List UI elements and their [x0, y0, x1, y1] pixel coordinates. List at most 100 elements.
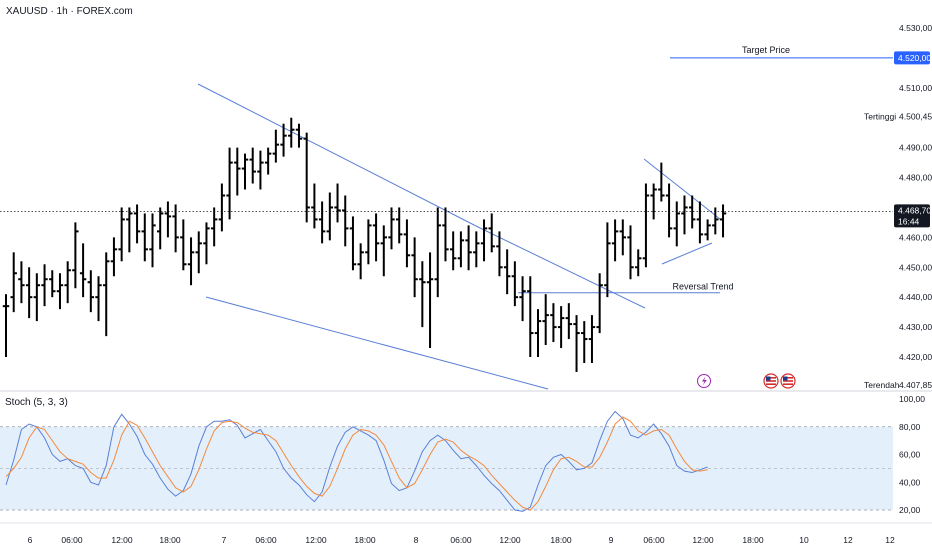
- ohlc-bar: [180, 219, 187, 271]
- ohlc-bar: [311, 183, 318, 229]
- stoch-d-line: [5, 416, 708, 511]
- ohlc-bar: [234, 147, 241, 196]
- stoch-tick-label: 60,00: [899, 450, 921, 460]
- ohlc-bar: [496, 231, 503, 277]
- ohlc-bar: [357, 243, 364, 280]
- ohlc-bar: [272, 129, 280, 163]
- ohlc-bar: [519, 276, 526, 322]
- reversal-trend-label[interactable]: Reversal Trend: [672, 282, 733, 292]
- ohlc-bar: [488, 213, 495, 253]
- time-tick-label: 06:00: [61, 535, 83, 545]
- target-price-label[interactable]: Target Price: [742, 45, 790, 55]
- time-tick-label: 18:00: [742, 535, 764, 545]
- time-axis[interactable]: 6 06:00 12:00 18:00 7 06:00 12:00 18:00 8 06:00 12…: [28, 535, 895, 545]
- triangle-upper-line[interactable]: [643, 158, 721, 220]
- high-label: Tertinggi: [864, 111, 896, 121]
- ohlc-bar: [141, 213, 148, 262]
- ohlc-bar: [118, 207, 125, 262]
- ohlc-bar: [434, 207, 441, 298]
- ohlc-bar: [419, 261, 426, 328]
- price-tick-label: 4.450,00: [899, 262, 932, 272]
- ohlc-bar: [172, 204, 179, 253]
- ohlc-bar: [264, 147, 272, 175]
- ohlc-bar: [396, 207, 403, 244]
- time-tick-label: 12:00: [305, 535, 327, 545]
- ohlc-bar: [388, 207, 395, 250]
- trendlines: [0, 57, 893, 390]
- ohlc-bar: [326, 192, 334, 241]
- price-tick-label: 4.430,00: [899, 322, 932, 332]
- ohlc-bar: [41, 264, 48, 307]
- ohlc-bar: [33, 273, 41, 322]
- ohlc-bar: [480, 219, 488, 262]
- ohlc-bar: [25, 267, 33, 319]
- ohlc-bar: [249, 147, 256, 184]
- time-tick-label: 18:00: [354, 535, 376, 545]
- ohlc-bar: [403, 219, 411, 268]
- ohlc-bar: [449, 231, 457, 271]
- time-tick-label: 9: [609, 535, 614, 545]
- low-label: Terendah: [864, 380, 900, 390]
- time-tick-label: 8: [414, 535, 419, 545]
- time-tick-label: 06:00: [643, 535, 665, 545]
- price-tick-label: 4.420,00: [899, 352, 932, 362]
- time-tick-label: 18:00: [159, 535, 181, 545]
- ohlc-bar: [581, 321, 588, 363]
- stoch-tick-label: 40,00: [899, 477, 921, 487]
- ohlc-bar: [596, 273, 603, 334]
- price-tick-label: 4.530,00: [899, 23, 932, 33]
- ohlc-bar: [719, 204, 727, 238]
- us-flag-icon[interactable]: [763, 373, 779, 389]
- price-axis[interactable]: 4.530,00 4.510,00 4.490,00 4.480,00 4.460,00…: [899, 23, 932, 362]
- stoch-title[interactable]: Stoch (5, 3, 3): [5, 397, 68, 408]
- current-price-tag[interactable]: [894, 204, 930, 228]
- ohlc-bar: [10, 252, 17, 313]
- upper-channel-line[interactable]: [197, 83, 477, 227]
- low-value: 4.407,85: [899, 380, 932, 390]
- time-tick-label: 12:00: [499, 535, 521, 545]
- ohlc-bar: [157, 207, 164, 250]
- triangle-lower-line[interactable]: [661, 242, 713, 265]
- ohlc-bar: [681, 195, 688, 235]
- us-flag-icon[interactable]: [780, 373, 796, 389]
- time-tick-label: 6: [28, 535, 33, 545]
- ohlc-bar: [696, 201, 704, 244]
- stoch-tick-label: 100,00: [899, 394, 925, 404]
- ohlc-bar: [241, 153, 249, 190]
- ohlc-bar: [164, 201, 172, 238]
- time-tick-label: 12:00: [111, 535, 133, 545]
- ohlc-bar: [503, 249, 511, 295]
- target-price-tag-text: 4.520,00: [898, 53, 931, 63]
- ohlc-bar: [342, 195, 349, 247]
- event-flash-icon[interactable]: [697, 374, 711, 388]
- ohlc-bar: [550, 303, 557, 343]
- ohlc-bar: [303, 132, 310, 223]
- ohlc-bar: [103, 252, 110, 337]
- time-tick-label: 18:00: [550, 535, 572, 545]
- stoch-tick-label: 80,00: [899, 422, 921, 432]
- time-tick-label: 06:00: [255, 535, 277, 545]
- ohlc-bar: [87, 270, 95, 313]
- lower-channel-line[interactable]: [205, 296, 549, 390]
- target-price-tag[interactable]: [894, 51, 930, 65]
- ohlc-bar: [611, 219, 619, 262]
- time-tick-label: 7: [222, 535, 227, 545]
- stoch-axis[interactable]: 100,00 80,00 60,00 40,00 20,00: [899, 394, 925, 515]
- ohlc-bar: [195, 231, 202, 274]
- ohlc-bar: [95, 276, 102, 322]
- time-tick-label: 10: [799, 535, 809, 545]
- time-tick-label: 12: [843, 535, 853, 545]
- ohlc-bar: [642, 183, 650, 268]
- ohlc-bar: [411, 237, 418, 298]
- ohlc-bar: [542, 294, 549, 346]
- ohlc-bar: [349, 216, 357, 271]
- ohlc-bar: [712, 207, 719, 235]
- ohlc-bar: [650, 183, 657, 220]
- ohlc-bar: [658, 162, 665, 202]
- ohlc-bar: [426, 252, 434, 349]
- ohlc-bar: [187, 237, 195, 286]
- upper-channel-extension[interactable]: [475, 225, 646, 309]
- ohlc-bar: [442, 207, 449, 262]
- ohlc-bar: [72, 222, 79, 289]
